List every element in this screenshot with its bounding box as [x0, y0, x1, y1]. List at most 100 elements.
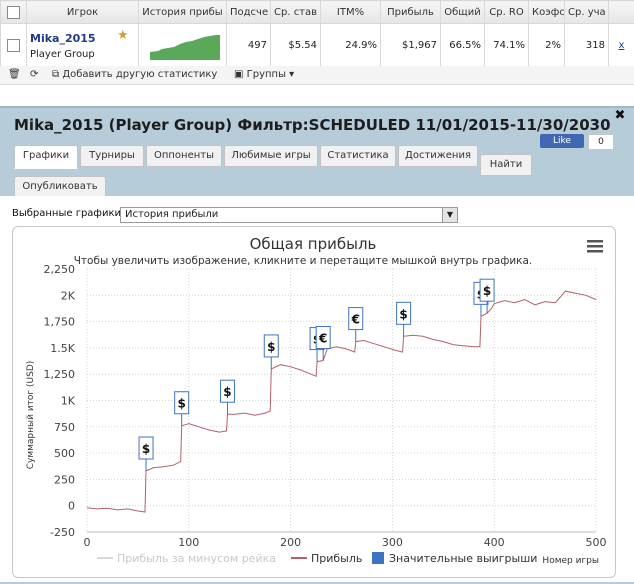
y-tick-label: 1,750: [44, 316, 76, 329]
chart-subtitle: Чтобы увеличить изображение, кликните и …: [74, 255, 533, 267]
table-row[interactable]: Mika_2015 Player Group ★ 497 $5.54 24.9%…: [1, 24, 634, 68]
y-axis-label: Суммарный итог (USD): [26, 361, 36, 470]
col-header-avg-field[interactable]: Ср. уча: [565, 1, 609, 24]
y-tick-label: 500: [54, 447, 75, 460]
tab-opponents[interactable]: Оппоненты: [146, 145, 222, 167]
y-tick-label: -250: [50, 526, 75, 539]
profit-history-sparkline[interactable]: [139, 24, 227, 68]
avg-field-value: 318: [565, 24, 609, 68]
add-stats-label: Добавить другую статистику: [62, 69, 217, 80]
x-tick-label: 0: [84, 536, 91, 549]
col-header-count[interactable]: Подсче: [227, 1, 271, 24]
tab-charts[interactable]: Графики: [14, 145, 78, 169]
col-header-avg-roi[interactable]: Ср. RO: [485, 1, 529, 24]
publish-button[interactable]: Опубликовать: [14, 176, 106, 198]
groups-dropdown[interactable]: ▣ Группы ▾: [234, 69, 294, 80]
sparkline-chart: [140, 24, 226, 64]
panel-title: Mika_2015 (Player Group) Фильтр:SCHEDULE…: [14, 116, 611, 134]
legend-item-rake[interactable]: Прибыль за минусом рейка: [97, 552, 276, 565]
profit-chart[interactable]: Общая прибыль Чтобы увеличить изображени…: [13, 227, 615, 577]
legend-item-profit[interactable]: Прибыль: [291, 552, 362, 565]
col-header-coef[interactable]: Коэфс: [529, 1, 565, 24]
col-header-end: [609, 1, 634, 24]
like-count: 0: [588, 134, 614, 150]
y-tick-label: 1.5K: [50, 342, 75, 355]
y-tick-label: 750: [54, 421, 75, 434]
big-win-marker[interactable]: $: [139, 437, 153, 471]
sparkline-area: [150, 35, 220, 60]
legend-label-profit: Прибыль: [311, 552, 362, 565]
row-checkbox[interactable]: [1, 24, 27, 68]
col-header-profit[interactable]: Прибыль: [381, 1, 441, 24]
x-tick-label: 100: [178, 536, 199, 549]
marker-symbol: $: [142, 442, 150, 456]
chart-select[interactable]: История прибыли ▼: [120, 207, 458, 223]
trash-icon[interactable]: 🗑: [8, 69, 21, 80]
x-tick-label: 300: [382, 536, 403, 549]
chart-menu-icon[interactable]: [587, 240, 603, 253]
avg-stake-value: $5.54: [271, 24, 321, 68]
y-tick-label: 2K: [61, 289, 76, 302]
tab-tournaments[interactable]: Турниры: [80, 145, 144, 167]
itm-value: 24.9%: [321, 24, 381, 68]
chart-legend: Прибыль за минусом рейка Прибыль Значите…: [97, 552, 537, 565]
big-win-marker[interactable]: €: [316, 327, 330, 361]
y-tick-label: 250: [54, 473, 75, 486]
marker-symbol: $: [177, 397, 185, 411]
series-line-profit[interactable]: [87, 291, 596, 512]
close-icon[interactable]: ✖: [612, 108, 628, 124]
legend-label-rake: Прибыль за минусом рейка: [117, 552, 276, 565]
facebook-like-button[interactable]: Like: [540, 134, 584, 148]
grid-toolbar: 🗑 ⟳ ⧉ Добавить другую статистику ▣ Групп…: [0, 66, 634, 85]
big-win-marker[interactable]: $: [264, 335, 278, 369]
col-header-history[interactable]: История прибы: [139, 1, 227, 24]
tab-achievements[interactable]: Достижения: [398, 145, 478, 167]
big-win-marker[interactable]: $: [220, 380, 234, 414]
big-win-marker[interactable]: €: [349, 308, 363, 342]
chevron-down-icon[interactable]: ▼: [442, 208, 457, 222]
x-axis-label: Номер игры: [542, 556, 599, 566]
y-tick-label: 1,250: [44, 368, 76, 381]
stats-grid: Игрок История прибы Подсче Ср. став ITM%…: [0, 0, 634, 68]
player-group-label: Player Group: [30, 49, 135, 60]
coef-value: 2%: [529, 24, 565, 68]
y-axis-ticks: -250 0 250 500 750 1K 1,250 1.5K 1,750 2K 2,250: [44, 263, 76, 539]
tab-statistics[interactable]: Статистика: [320, 145, 396, 167]
x-tick-label: 200: [280, 536, 301, 549]
remove-row-link[interactable]: x: [609, 24, 634, 68]
chart-select-value: История прибыли: [125, 209, 218, 220]
marker-symbol: $: [223, 385, 231, 399]
chart-title: Общая прибыль: [250, 235, 377, 253]
big-win-marker[interactable]: $: [175, 392, 189, 426]
grid-header-row: Игрок История прибы Подсче Ср. став ITM%…: [1, 1, 634, 24]
marker-symbol: $: [399, 307, 407, 321]
y-tick-label: 2,250: [44, 263, 76, 276]
legend-item-big-wins[interactable]: Значительные выигрыши: [372, 552, 537, 565]
total-value: 66.5%: [441, 24, 485, 68]
player-cell[interactable]: Mika_2015 Player Group ★: [27, 24, 139, 68]
profit-value: $1,967: [381, 24, 441, 68]
big-win-marker[interactable]: $: [397, 302, 411, 336]
chart-gridlines: [87, 269, 596, 532]
tab-favorite-games[interactable]: Любимые игры: [224, 145, 318, 167]
marker-symbol: €: [318, 332, 327, 346]
marker-symbol: $: [483, 284, 491, 298]
col-header-player[interactable]: Игрок: [27, 1, 139, 24]
marker-symbol: $: [267, 340, 275, 354]
y-tick-label: 0: [68, 500, 75, 513]
find-button[interactable]: Найти: [480, 154, 532, 176]
col-header-total[interactable]: Общий: [441, 1, 485, 24]
refresh-icon[interactable]: ⟳: [30, 69, 38, 80]
groups-label: Группы: [247, 69, 286, 80]
select-all-checkbox[interactable]: [1, 1, 27, 24]
y-tick-label: 1K: [61, 395, 76, 408]
col-header-itm[interactable]: ITM%: [321, 1, 381, 24]
marker-symbol: €: [351, 313, 360, 327]
avg-roi-value: 74.1%: [485, 24, 529, 68]
chart-container: Общая прибыль Чтобы увеличить изображени…: [12, 226, 616, 578]
count-value: 497: [227, 24, 271, 68]
legend-label-big-wins: Значительные выигрыши: [389, 552, 537, 565]
col-header-avg-stake[interactable]: Ср. став: [271, 1, 321, 24]
add-stats-button[interactable]: ⧉ Добавить другую статистику: [52, 69, 217, 80]
